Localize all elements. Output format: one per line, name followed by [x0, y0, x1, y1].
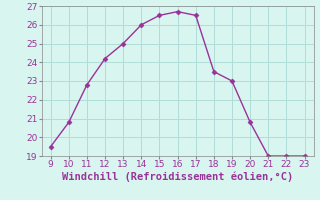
X-axis label: Windchill (Refroidissement éolien,°C): Windchill (Refroidissement éolien,°C) — [62, 172, 293, 182]
